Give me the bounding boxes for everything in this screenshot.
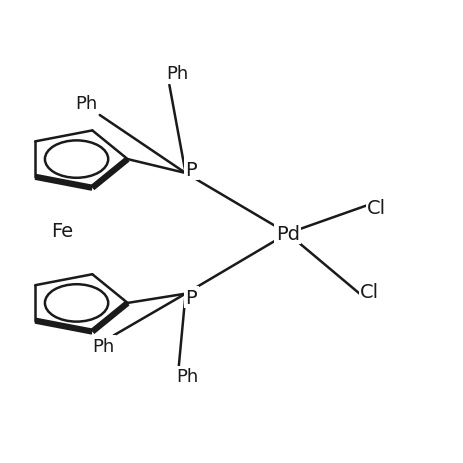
Text: Ph: Ph: [175, 368, 198, 385]
Text: Pd: Pd: [275, 225, 299, 243]
Text: Ph: Ph: [75, 95, 98, 113]
Text: Ph: Ph: [166, 65, 188, 83]
Text: Ph: Ph: [92, 337, 114, 355]
Text: Fe: Fe: [51, 222, 74, 241]
Text: P: P: [185, 288, 197, 307]
Text: P: P: [185, 161, 197, 179]
Text: Cl: Cl: [366, 199, 386, 218]
Text: Cl: Cl: [359, 282, 379, 301]
